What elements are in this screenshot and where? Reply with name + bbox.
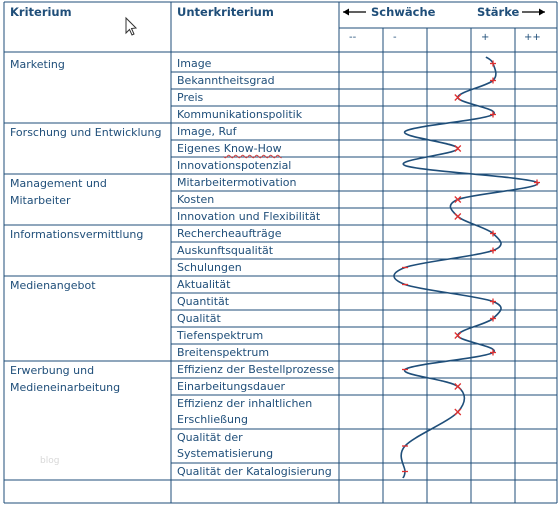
group-label-line: Mitarbeiter: [10, 194, 71, 207]
group-label-line: Erwerbung und: [10, 364, 95, 377]
subcriterion-label: Innovationspotenzial: [177, 159, 292, 172]
header-schwaeche: Schwäche: [371, 5, 436, 19]
group-label-line: Marketing: [10, 58, 65, 71]
mouse-cursor: [125, 16, 138, 36]
subcriterion-label: Innovation und Flexibilität: [177, 210, 321, 223]
subcriterion-label-part: Eigenes: [177, 142, 224, 155]
rating-mark: [454, 94, 462, 101]
scale-label: --: [349, 32, 357, 43]
subcriterion-label: Preis: [177, 91, 204, 104]
rating-mark: [454, 408, 462, 416]
group-label: Marketing: [10, 56, 65, 73]
group-label-line: Forschung und Entwicklung: [10, 126, 162, 139]
subcriterion-label: Qualität der Systematisierung: [177, 431, 274, 460]
rating-mark: [490, 230, 496, 237]
group-label-line: Management und: [10, 177, 107, 190]
subcriterion-label: Eigenes Know-How: [177, 141, 337, 157]
group-label-line: Medienangebot: [10, 279, 96, 292]
scale-label: +: [481, 32, 490, 43]
subcriterion-label: Mitarbeitermotivation: [177, 176, 297, 189]
group-label: Forschung und Entwicklung: [10, 124, 161, 141]
subcriterion-label: Schulungen: [177, 261, 242, 274]
subcriterion-label: Quantität: [177, 295, 230, 308]
subcriterion-label: Auskunftsqualität: [177, 244, 274, 257]
group-label: Erwerbung und Medieneinarbeitung: [10, 362, 120, 396]
weakness-arrow-head: [343, 8, 349, 16]
rating-mark: [490, 349, 496, 356]
rating-mark: [490, 315, 496, 322]
subcriterion-label: Tiefenspektrum: [177, 329, 264, 342]
subcriterion-label: Qualität: [177, 312, 221, 325]
subcriterion-label: Einarbeitungsdauer: [177, 380, 286, 393]
subcriterion-label: Effizienz der Bestellprozesse: [177, 363, 335, 376]
scale-label: -: [393, 32, 397, 43]
group-label-line: Informationsvermittlung: [10, 228, 144, 241]
rating-mark: [534, 179, 540, 186]
rating-mark: [454, 145, 462, 152]
spellcheck-underline: Know-How: [223, 142, 282, 155]
profile-line: [393, 56, 539, 479]
subcriterion-label: Image, Ruf: [177, 125, 237, 138]
watermark-text: blog: [40, 456, 60, 466]
rating-mark: [490, 247, 496, 254]
header-staerke: Stärke: [477, 5, 520, 19]
rating-mark: [454, 383, 462, 390]
rating-mark: [490, 77, 496, 84]
rating-mark: [490, 111, 496, 118]
subcriterion-label: Bekanntheitsgrad: [177, 74, 275, 87]
subcriterion-label: Kommunikationspolitik: [177, 108, 303, 121]
scale-label: ++: [524, 32, 541, 43]
scale-arrows: [343, 8, 545, 16]
rating-mark: [490, 298, 496, 305]
subcriterion-label: Breitenspektrum: [177, 346, 270, 359]
subcriterion-label: Effizienz der inhaltlichen Erschließung: [177, 397, 313, 426]
rating-mark: [454, 332, 462, 339]
rating-mark: [490, 60, 496, 67]
header-kriterium: Kriterium: [10, 5, 72, 19]
rating-marks: [402, 60, 540, 473]
profile-curve: [393, 56, 539, 479]
group-label-line: Medieneinarbeitung: [10, 381, 121, 394]
strength-arrow-head: [539, 8, 545, 16]
table-grid: [3, 1, 558, 504]
group-label: Medienangebot: [10, 277, 96, 294]
subcriterion-label: Rechercheaufträge: [177, 227, 282, 240]
subcriterion-label: Image: [177, 57, 212, 70]
header-unterkriterium: Unterkriterium: [177, 5, 274, 19]
group-label: Management und Mitarbeiter: [10, 175, 107, 209]
rating-mark: [454, 213, 462, 220]
subcriterion-label: Kosten: [177, 193, 215, 206]
subcriterion-label: Qualität der Katalogisierung: [177, 465, 332, 478]
subcriterion-label: Aktualität: [177, 278, 231, 291]
rating-mark: [454, 196, 462, 203]
group-label: Informationsvermittlung: [10, 226, 143, 243]
